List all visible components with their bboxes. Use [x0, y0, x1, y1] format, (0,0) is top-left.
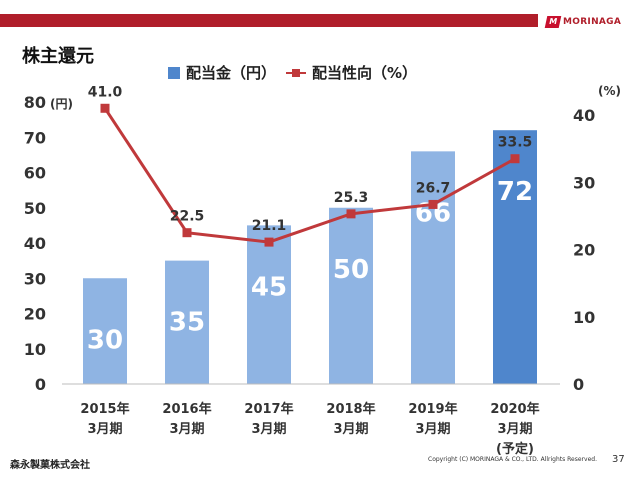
y-left-tick-label: 30 — [24, 269, 46, 288]
company-name: 森永製菓株式会社 — [10, 460, 90, 471]
bar — [411, 151, 455, 384]
x-category-label: 2017年 — [244, 401, 293, 417]
bar-value-label: 72 — [497, 177, 533, 207]
y-right-tick-label: 30 — [573, 173, 595, 192]
y-left-tick-label: 10 — [24, 340, 46, 359]
legend-line-label: 配当性向（%） — [312, 64, 418, 82]
x-category-label: 3月期 — [169, 422, 204, 437]
x-category-label: 3月期 — [497, 422, 532, 437]
x-category-label: 2016年 — [162, 401, 211, 417]
line-value-label: 26.7 — [416, 180, 451, 196]
y-left-unit: (円) — [50, 97, 73, 111]
x-category-label: 3月期 — [415, 422, 450, 437]
line-value-label: 22.5 — [170, 209, 205, 225]
bar — [329, 207, 373, 384]
x-category-label: 2020年 — [490, 401, 539, 417]
bar-value-label: 30 — [87, 325, 123, 355]
payout-ratio-line — [103, 107, 516, 244]
x-category-label: 2015年 — [80, 401, 129, 417]
legend-bar-label: 配当金（円） — [186, 64, 277, 82]
y-right-tick-label: 20 — [573, 241, 595, 260]
x-category-label: 3月期 — [87, 422, 122, 437]
page-title: 株主還元 — [22, 46, 94, 67]
y-left-tick-label: 0 — [35, 375, 46, 394]
legend-bar-swatch — [168, 66, 180, 79]
line-marker — [346, 209, 356, 219]
header-bar — [0, 14, 538, 27]
line-marker — [182, 228, 192, 238]
x-category-label: 2018年 — [326, 401, 375, 417]
bar-value-label: 35 — [169, 308, 205, 338]
legend-item-dividend: 配当金（円） — [168, 62, 276, 83]
y-right-tick-label: 10 — [573, 308, 595, 327]
line-marker — [428, 199, 438, 209]
y-left-tick-label: 60 — [24, 164, 46, 183]
y-right-tick-label: 40 — [573, 106, 595, 125]
x-category-label: 2019年 — [408, 401, 457, 417]
y-left-tick-label: 50 — [24, 199, 46, 218]
x-category-label: 3月期 — [251, 422, 286, 437]
line-value-label: 21.1 — [252, 218, 287, 234]
line-value-label: 33.5 — [498, 135, 533, 151]
line-marker — [510, 154, 520, 164]
bar — [247, 225, 291, 384]
page-number: 37 — [612, 454, 625, 465]
y-left-tick-label: 20 — [24, 305, 46, 324]
x-category-label: 3月期 — [333, 422, 368, 437]
y-left-tick-label: 70 — [24, 128, 46, 147]
line-value-label: 41.0 — [88, 84, 123, 100]
morinaga-logo: M MORINAGA — [544, 14, 622, 30]
y-right-tick-label: 0 — [573, 375, 584, 394]
y-right-unit: (%) — [598, 84, 621, 98]
bar-value-label: 50 — [333, 255, 369, 285]
line-marker — [264, 237, 274, 247]
bar — [165, 260, 209, 384]
copyright-text: Copyright (C) MORINAGA & CO., LTD. Allri… — [428, 456, 597, 463]
bar-value-label: 45 — [251, 272, 287, 302]
bar — [493, 130, 537, 384]
line-value-label: 25.3 — [334, 190, 369, 206]
x-category-label: (予定) — [496, 441, 534, 457]
legend-item-payout: 配当性向（%） — [286, 62, 417, 83]
bar — [83, 278, 127, 384]
legend-line-swatch — [286, 67, 307, 79]
line-marker — [100, 103, 110, 113]
chart-legend: 配当金（円） 配当性向（%） — [168, 62, 417, 83]
y-left-tick-label: 40 — [24, 234, 46, 253]
logo-text: MORINAGA — [563, 17, 622, 27]
y-left-tick-label: 80 — [24, 93, 46, 112]
